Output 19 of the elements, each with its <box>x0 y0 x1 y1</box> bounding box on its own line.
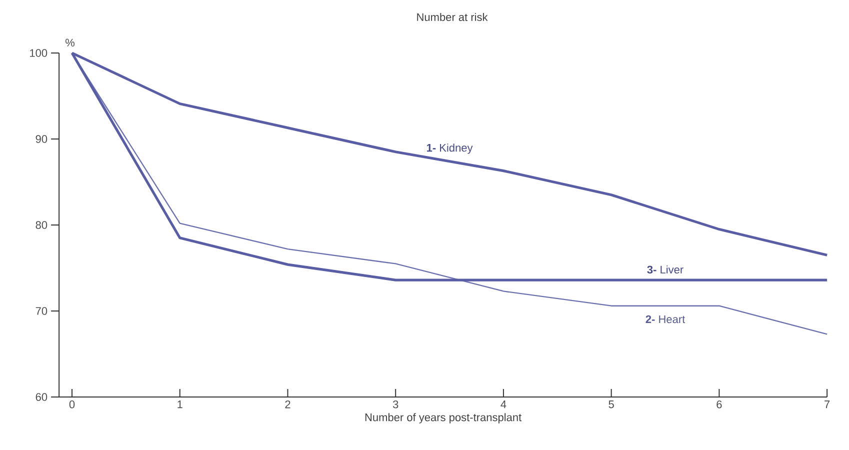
y-tick-label: 70 <box>36 307 48 315</box>
chart-title: Number at risk <box>417 12 488 22</box>
x-tick-label: 5 <box>608 400 614 408</box>
series-label: 3- Liver <box>647 265 684 274</box>
x-tick-label: 4 <box>500 400 506 408</box>
x-tick-label: 6 <box>716 400 722 408</box>
x-tick-label: 2 <box>285 400 290 408</box>
x-tick-label: 1 <box>178 400 182 408</box>
y-tick-label: 90 <box>36 135 48 143</box>
x-tick-label: 7 <box>824 400 830 408</box>
y-axis-title: % <box>66 38 74 46</box>
series-label: 1- Kidney <box>426 144 473 154</box>
series-label: 2- Heart <box>646 315 686 324</box>
y-tick-label: 100 <box>30 49 48 57</box>
x-axis-title: Number of years post-transplant <box>365 413 522 424</box>
y-tick-label: 80 <box>36 221 48 229</box>
x-tick-label: 3 <box>392 400 398 408</box>
y-tick-label: 60 <box>36 393 48 401</box>
x-tick-label: 0 <box>69 400 75 408</box>
